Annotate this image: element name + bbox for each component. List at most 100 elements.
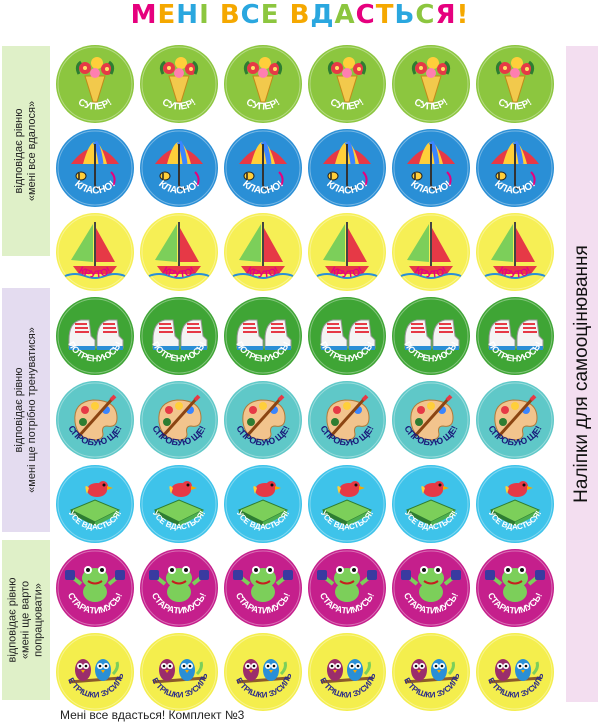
sticker-row: ПОТРЕНУЮСЬ! ПОТРЕНУЮСЬ! ПОТРЕНУЮСЬ! ПОТР…	[55, 296, 560, 380]
title-letter: С	[355, 0, 376, 30]
sticker-sailboat: КРУТО!	[391, 212, 471, 292]
sticker-text: КЛАСНО!	[156, 179, 201, 197]
sticker-sailboat: КРУТО!	[139, 212, 219, 292]
sticker-flower-bouquet: СУПЕР!	[475, 44, 555, 124]
sticker-sneakers: ПОТРЕНУЮСЬ!	[139, 296, 219, 376]
sailboat-icon: КРУТО!	[56, 213, 134, 291]
paint-palette-icon: СПРОБУЮ ЩЕ!	[56, 381, 134, 459]
sticker-paint-palette: СПРОБУЮ ЩЕ!	[55, 380, 135, 460]
sticker-bird-book: УСЕ ВДАСТЬСЯ!	[307, 464, 387, 544]
sticker-frog-dumbbells: СТАРАТИМУСЬ!	[475, 548, 555, 628]
side-label-line: «мені все вдалося»	[26, 100, 38, 202]
sneakers-icon: ПОТРЕНУЮСЬ!	[56, 297, 134, 375]
sticker-umbrella-bee: КЛАСНО!	[139, 128, 219, 208]
sticker-owls-branch: ЩЕ ТРІШКИ ЗУСИЛЬ!	[55, 632, 135, 712]
title-letter: С	[240, 0, 261, 30]
sticker-text: КЛАСНО!	[72, 179, 117, 197]
sticker-umbrella-bee: КЛАСНО!	[307, 128, 387, 208]
sticker-row: ЩЕ ТРІШКИ ЗУСИЛЬ! ЩЕ ТРІШКИ ЗУСИЛЬ! ЩЕ Т…	[55, 632, 560, 716]
frog-dumbbells-icon: СТАРАТИМУСЬ!	[476, 549, 554, 627]
title-letter: !	[456, 0, 470, 30]
title-letter: С	[415, 0, 436, 30]
sailboat-icon: КРУТО!	[308, 213, 386, 291]
umbrella-bee-icon: КЛАСНО!	[224, 129, 302, 207]
bird-book-icon: УСЕ ВДАСТЬСЯ!	[224, 465, 302, 543]
sticker-row: СУПЕР! СУПЕР! СУПЕР! СУПЕР! СУПЕР! СУПЕР…	[55, 44, 560, 128]
sticker-bird-book: УСЕ ВДАСТЬСЯ!	[223, 464, 303, 544]
sticker-flower-bouquet: СУПЕР!	[139, 44, 219, 124]
sticker-text: КЛАСНО!	[240, 179, 285, 197]
sailboat-icon: КРУТО!	[140, 213, 218, 291]
sticker-bird-book: УСЕ ВДАСТЬСЯ!	[139, 464, 219, 544]
sticker-text: КРУТО!	[497, 265, 534, 280]
title-letter: В	[219, 0, 241, 30]
title-letter: Е	[157, 0, 177, 30]
sticker-bird-book: УСЕ ВДАСТЬСЯ!	[391, 464, 471, 544]
frog-dumbbells-icon: СТАРАТИМУСЬ!	[392, 549, 470, 627]
bird-book-icon: УСЕ ВДАСТЬСЯ!	[140, 465, 218, 543]
caption: Мені все вдасться! Комплект №3	[60, 708, 245, 722]
title-letter: Ь	[394, 0, 416, 30]
sticker-sailboat: КРУТО!	[475, 212, 555, 292]
umbrella-bee-icon: КЛАСНО!	[476, 129, 554, 207]
side-label-line: відповідає рівню	[6, 577, 19, 663]
owls-branch-icon: ЩЕ ТРІШКИ ЗУСИЛЬ!	[139, 632, 218, 711]
title-letter: Н	[176, 0, 200, 30]
owls-branch-icon: ЩЕ ТРІШКИ ЗУСИЛЬ!	[223, 632, 302, 711]
sticker-sneakers: ПОТРЕНУЮСЬ!	[223, 296, 303, 376]
sticker-bird-book: УСЕ ВДАСТЬСЯ!	[55, 464, 135, 544]
sticker-text: КРУТО!	[329, 265, 366, 280]
paint-palette-icon: СПРОБУЮ ЩЕ!	[140, 381, 218, 459]
sticker-text: КЛАСНО!	[408, 179, 453, 197]
sneakers-icon: ПОТРЕНУЮСЬ!	[224, 297, 302, 375]
owls-branch-icon: ЩЕ ТРІШКИ ЗУСИЛЬ!	[55, 632, 134, 711]
sailboat-icon: КРУТО!	[392, 213, 470, 291]
sticker-sneakers: ПОТРЕНУЮСЬ!	[391, 296, 471, 376]
sticker-sneakers: ПОТРЕНУЮСЬ!	[307, 296, 387, 376]
title-letter: Я	[435, 0, 457, 30]
sticker-owls-branch: ЩЕ ТРІШКИ ЗУСИЛЬ!	[475, 632, 555, 712]
sticker-text: СУПЕР!	[244, 97, 282, 113]
sticker-paint-palette: СПРОБУЮ ЩЕ!	[475, 380, 555, 460]
sticker-text: СУПЕР!	[76, 97, 114, 113]
title-letter: Д	[310, 0, 335, 30]
side-label-line: відповідає рівню	[13, 367, 25, 453]
title-letter: Е	[260, 0, 280, 30]
sticker-flower-bouquet: СУПЕР!	[307, 44, 387, 124]
owls-branch-icon: ЩЕ ТРІШКИ ЗУСИЛЬ!	[475, 632, 554, 711]
frog-dumbbells-icon: СТАРАТИМУСЬ!	[308, 549, 386, 627]
sticker-row: КРУТО! КРУТО! КРУТО! КРУТО! КРУТО! КРУТО…	[55, 212, 560, 296]
side-label-work: відповідає рівню «мені ще варто попрацюват…	[2, 540, 50, 700]
sticker-owls-branch: ЩЕ ТРІШКИ ЗУСИЛЬ!	[223, 632, 303, 712]
umbrella-bee-icon: КЛАСНО!	[308, 129, 386, 207]
right-label-band: Наліпки для самооцінювання	[566, 46, 598, 702]
side-label-practice: відповідає рівню «мені ще потрібно тренув…	[2, 288, 50, 532]
bird-book-icon: УСЕ ВДАСТЬСЯ!	[392, 465, 470, 543]
sticker-text: КЛАСНО!	[492, 179, 537, 197]
sticker-text: СУПЕР!	[496, 97, 534, 113]
side-label-line: «мені ще потрібно тренуватися»	[26, 327, 38, 493]
sticker-row: КЛАСНО! КЛАСНО! КЛАСНО! КЛАСНО! КЛАСНО!	[55, 128, 560, 212]
sticker-text: КРУТО!	[77, 265, 114, 280]
sticker-paint-palette: СПРОБУЮ ЩЕ!	[391, 380, 471, 460]
bird-book-icon: УСЕ ВДАСТЬСЯ!	[308, 465, 386, 543]
sticker-frog-dumbbells: СТАРАТИМУСЬ!	[55, 548, 135, 628]
sticker-row: УСЕ ВДАСТЬСЯ! УСЕ ВДАСТЬСЯ! УСЕ ВДАСТЬСЯ…	[55, 464, 560, 548]
frog-dumbbells-icon: СТАРАТИМУСЬ!	[140, 549, 218, 627]
sticker-owls-branch: ЩЕ ТРІШКИ ЗУСИЛЬ!	[391, 632, 471, 712]
sticker-row: СТАРАТИМУСЬ! СТАРАТИМУСЬ! СТАРАТИМУСЬ! С…	[55, 548, 560, 632]
paint-palette-icon: СПРОБУЮ ЩЕ!	[308, 381, 386, 459]
side-label-line: попрацювати»	[32, 583, 45, 657]
sailboat-icon: КРУТО!	[476, 213, 554, 291]
sticker-owls-branch: ЩЕ ТРІШКИ ЗУСИЛЬ!	[139, 632, 219, 712]
bird-book-icon: УСЕ ВДАСТЬСЯ!	[476, 465, 554, 543]
umbrella-bee-icon: КЛАСНО!	[56, 129, 134, 207]
paint-palette-icon: СПРОБУЮ ЩЕ!	[476, 381, 554, 459]
sticker-umbrella-bee: КЛАСНО!	[391, 128, 471, 208]
frog-dumbbells-icon: СТАРАТИМУСЬ!	[224, 549, 302, 627]
sticker-flower-bouquet: СУПЕР!	[55, 44, 135, 124]
sticker-paint-palette: СПРОБУЮ ЩЕ!	[307, 380, 387, 460]
sticker-frog-dumbbells: СТАРАТИМУСЬ!	[307, 548, 387, 628]
page-title: МЕНІ ВСЕ ВДАСТЬСЯ!	[0, 0, 600, 32]
flower-bouquet-icon: СУПЕР!	[476, 45, 554, 123]
